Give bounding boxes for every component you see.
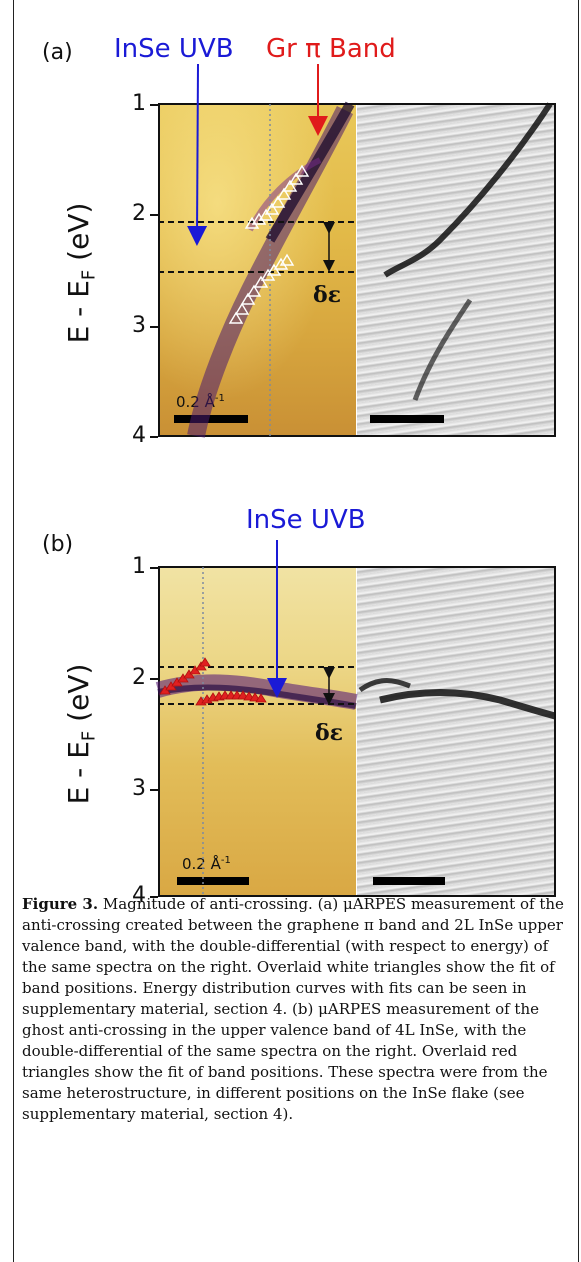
panel-b-scalebar-right <box>373 877 445 885</box>
caption-heading: Figure 3. <box>22 895 99 913</box>
panel-a-ytick-4: 4 <box>132 423 146 448</box>
panel-a-dd-bands <box>383 102 553 401</box>
panel-a-frame <box>158 103 556 437</box>
panel-a-ytick-2: 2 <box>132 201 146 226</box>
panel-b-ytick-4: 4 <box>132 883 146 908</box>
panel-b-scalebar-label: 0.2 Å-1 <box>182 855 231 873</box>
panel-b-letter: (b) <box>42 532 74 557</box>
panel-b-dd-bands <box>358 678 556 720</box>
panel-b-tickmark-4 <box>150 896 158 898</box>
panel-b-fit-triangles <box>159 657 267 706</box>
panel-b-tickmark-3 <box>150 789 158 791</box>
panel-b-uvb-label: InSe UVB <box>246 505 366 535</box>
panel-a-fit-triangles <box>228 164 310 324</box>
panel-b-arpes-spectrum <box>158 567 356 896</box>
panel-a-tickmark-3 <box>150 326 158 328</box>
panel-b-frame <box>158 566 556 897</box>
panel-a-uvb-label: InSe UVB <box>114 34 234 64</box>
panel-a-tickmark-1 <box>150 104 158 106</box>
panel-b-ytick-3: 3 <box>132 776 146 801</box>
caption-text: Magnitude of anti-crossing. (a) μARPES m… <box>22 895 564 1123</box>
panel-a-bands <box>187 101 355 438</box>
panel-a-tickmark-4 <box>150 436 158 438</box>
panel-b-double-differential <box>357 567 555 896</box>
panel-a-ytick-3: 3 <box>132 313 146 338</box>
panel-b-ytick-2: 2 <box>132 665 146 690</box>
panel-a-scalebar-right <box>370 415 444 423</box>
page-border-right <box>578 0 579 1262</box>
panel-b-bands <box>155 674 358 710</box>
panel-a-ytick-1: 1 <box>132 91 146 116</box>
panel-b-ytick-1: 1 <box>132 554 146 579</box>
panel-a-tickmark-2 <box>150 214 158 216</box>
panel-a-uvb-arrow <box>187 63 208 246</box>
figure-caption: Figure 3. Magnitude of anti-crossing. (a… <box>22 894 570 1125</box>
panel-b-tickmark-2 <box>150 678 158 680</box>
panel-a-gap-label: δε <box>313 282 342 308</box>
page-border-left <box>13 0 14 1262</box>
panel-b-gap-label: δε <box>315 720 344 746</box>
panel-b-scalebar-left <box>177 877 249 885</box>
panel-b-tickmark-1 <box>150 567 158 569</box>
panel-a-letter: (a) <box>42 40 73 65</box>
panel-a-scalebar-left <box>174 415 248 423</box>
panel-a-gr-band-label: Gr π Band <box>266 34 396 64</box>
